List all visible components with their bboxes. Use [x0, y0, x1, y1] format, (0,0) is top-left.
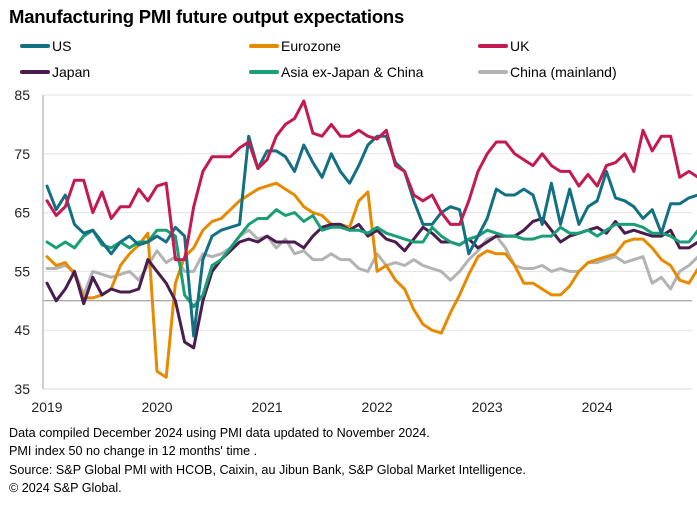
note-pmi-index: PMI index 50 no change in 12 months' tim…	[9, 444, 258, 459]
series-line-uk	[45, 99, 697, 262]
legend-item-us: US	[20, 37, 71, 55]
legend-label-japan: Japan	[52, 64, 91, 80]
legend-swatch-china	[478, 70, 508, 74]
legend-label-eurozone: Eurozone	[281, 38, 341, 54]
y-tick-label: 75	[14, 146, 30, 162]
legend-item-japan: Japan	[20, 63, 90, 81]
legend-item-asia: Asia ex-Japan & China	[249, 63, 423, 81]
legend-item-eurozone: Eurozone	[249, 37, 341, 55]
y-tick-label: 45	[14, 322, 30, 338]
legend-label-asia: Asia ex-Japan & China	[281, 64, 424, 80]
note-copyright: © 2024 S&P Global.	[9, 480, 122, 495]
y-tick-label: 35	[14, 381, 30, 397]
legend-label-uk: UK	[510, 38, 530, 54]
legend-swatch-us	[20, 44, 50, 48]
y-tick-label: 65	[14, 205, 30, 221]
legend-item-china: China (mainland)	[478, 63, 617, 81]
y-axis-ticks: 85 75 65 55 45 35	[14, 87, 30, 397]
legend-swatch-asia	[249, 70, 279, 74]
legend-swatch-japan	[20, 70, 50, 74]
chart-notes: Data compiled December 2024 using PMI da…	[9, 424, 526, 497]
x-tick-label: 2024	[582, 399, 613, 415]
x-tick-label: 2021	[252, 399, 283, 415]
series-lines	[45, 99, 697, 379]
series-line-asia-ex-japan-china	[45, 208, 697, 309]
legend-label-us: US	[52, 38, 72, 54]
series-line-us	[45, 134, 697, 338]
x-axis-ticks: 2019 2020 2021 2022 2023 2024	[31, 399, 613, 415]
x-tick-label: 2020	[141, 399, 172, 415]
chart-title: Manufacturing PMI future output expectat…	[9, 6, 405, 27]
x-tick-label: 2019	[31, 399, 62, 415]
legend-label-china: China (mainland)	[510, 64, 617, 80]
legend-swatch-uk	[478, 44, 508, 48]
x-tick-label: 2022	[362, 399, 393, 415]
y-tick-label: 55	[14, 263, 30, 279]
legend-item-uk: UK	[478, 37, 529, 55]
note-source: Source: S&P Global PMI with HCOB, Caixin…	[9, 462, 526, 477]
y-tick-label: 85	[14, 87, 30, 103]
legend-swatch-eurozone	[249, 44, 279, 48]
x-tick-label: 2023	[472, 399, 503, 415]
note-data-compiled: Data compiled December 2024 using PMI da…	[9, 426, 430, 440]
